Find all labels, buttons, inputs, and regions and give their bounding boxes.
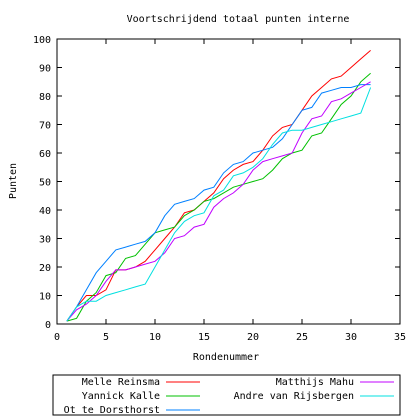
x-tick-label: 15 (198, 332, 210, 343)
series-line-ot-te-dorsthorst (66, 84, 371, 322)
y-tick-label: 40 (39, 206, 51, 217)
y-tick-label: 80 (39, 92, 51, 103)
y-tick-label: 100 (33, 35, 51, 46)
legend-label-andre-van-rijsbergen: Andre van Rijsbergen (234, 391, 354, 402)
x-tick-label: 25 (296, 332, 308, 343)
series-line-andre-van-rijsbergen (66, 87, 372, 322)
legend-label-melle-reinsma: Melle Reinsma (82, 377, 160, 388)
y-tick-label: 50 (39, 178, 51, 189)
legend-label-ot-te-dorsthorst: Ot te Dorsthorst (64, 405, 160, 416)
legend-box (52, 374, 401, 416)
y-tick-label: 20 (39, 263, 51, 274)
plot-frame (56, 38, 401, 325)
series-line-melle-reinsma (66, 50, 371, 322)
y-tick-label: 0 (45, 320, 51, 331)
y-tick-label: 10 (39, 292, 51, 303)
x-tick-label: 5 (103, 332, 109, 343)
y-tick-label: 70 (39, 121, 51, 132)
x-tick-label: 35 (394, 332, 406, 343)
series-lines (66, 50, 372, 322)
y-tick-label: 60 (39, 149, 51, 160)
series-line-matthijs-mahu (66, 81, 371, 322)
x-axis-label: Rondenummer (193, 352, 259, 363)
legend-label-yannick-kalle: Yannick Kalle (82, 391, 160, 402)
chart-title: Voortschrijdend totaal punten interne (127, 14, 350, 25)
x-tick-label: 10 (149, 332, 161, 343)
y-tick-label: 30 (39, 235, 51, 246)
y-tick-label: 90 (39, 64, 51, 75)
legend: Melle Reinsma Yannick Kalle Ot te Dorsthor… (64, 377, 394, 416)
y-axis-label: Punten (8, 163, 19, 199)
x-tick-label: 20 (247, 332, 259, 343)
x-tick-label: 0 (54, 332, 60, 343)
axis-ticks (56, 38, 401, 325)
legend-label-matthijs-mahu: Matthijs Mahu (276, 377, 354, 388)
axis-tick-labels: 0 5 10 15 20 25 30 35 0 10 20 30 40 50 60 70 80 90 100 (33, 35, 406, 343)
x-tick-label: 30 (345, 332, 357, 343)
